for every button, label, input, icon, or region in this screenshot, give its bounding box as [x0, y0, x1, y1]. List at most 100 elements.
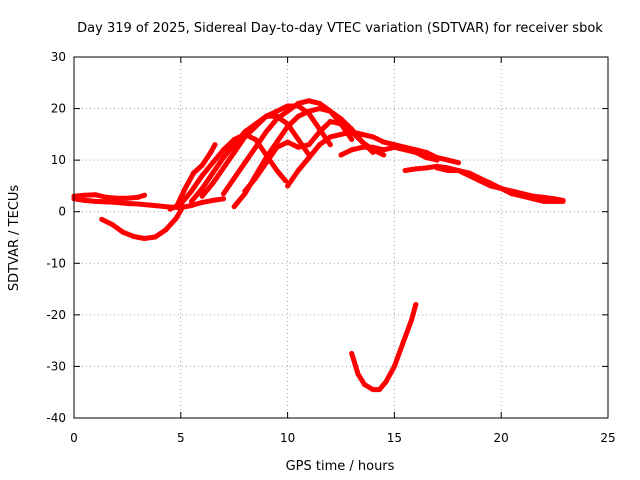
data-point [82, 197, 88, 203]
data-point [178, 201, 184, 207]
data-point [210, 160, 216, 166]
data-point [445, 157, 451, 163]
data-point [317, 142, 323, 148]
data-point [285, 108, 291, 114]
data-point [242, 134, 248, 140]
data-point [263, 160, 269, 166]
data-point [509, 191, 515, 197]
data-point [338, 152, 344, 158]
data-point [274, 144, 280, 150]
data-point [456, 160, 461, 166]
data-point [274, 139, 280, 145]
data-point [295, 137, 301, 142]
y-tick-label: -30 [46, 359, 66, 373]
data-point [210, 180, 216, 186]
data-point [199, 199, 205, 205]
data-point [199, 193, 205, 199]
data-point [317, 129, 323, 135]
data-point [212, 142, 218, 148]
data-point [349, 351, 355, 356]
data-point [349, 137, 355, 142]
data-point [274, 108, 280, 114]
data-point [370, 134, 376, 140]
data-point [182, 186, 188, 191]
data-point [295, 168, 301, 173]
axis-ticks [73, 56, 609, 419]
data-point [142, 192, 147, 198]
data-point [434, 157, 440, 163]
data-point [466, 170, 472, 176]
y-tick-label: 20 [51, 102, 66, 116]
data-point [317, 100, 323, 106]
data-point [99, 216, 105, 222]
data-point [306, 108, 312, 114]
data-point [253, 175, 259, 181]
data-point [231, 149, 237, 155]
data-point [530, 196, 536, 202]
x-tick-label: 25 [600, 431, 615, 445]
data-point [400, 340, 406, 346]
plot-frame [73, 56, 609, 419]
x-tick-label: 5 [177, 431, 185, 445]
data-point [295, 113, 301, 119]
data-point [221, 165, 226, 171]
data-point [362, 382, 367, 387]
data-point [434, 165, 440, 171]
series-arc-12 [338, 144, 440, 163]
data-point [210, 170, 216, 176]
data-point [520, 193, 526, 199]
data-point [327, 119, 333, 124]
data-point [423, 165, 429, 171]
data-point [477, 175, 483, 181]
data-point [423, 155, 429, 161]
data-point [124, 195, 130, 201]
data-point [413, 149, 419, 155]
data-point [349, 147, 355, 153]
data-point [146, 202, 152, 208]
data-point [167, 206, 173, 212]
data-point [103, 194, 109, 200]
data-point [253, 144, 259, 150]
data-point [338, 116, 344, 122]
data-point [142, 236, 147, 241]
data-point [285, 183, 291, 189]
data-point [199, 186, 205, 191]
data-point [359, 139, 365, 145]
data-point [103, 199, 109, 205]
data-point [92, 198, 98, 204]
data-point [327, 108, 333, 114]
data-point [295, 100, 301, 106]
data-point [174, 215, 179, 221]
data-point [152, 234, 158, 240]
data-point [409, 317, 414, 323]
data-point [391, 144, 397, 150]
data-point [338, 131, 344, 137]
x-tick-label: 15 [387, 431, 402, 445]
data-point [221, 155, 226, 161]
data-point [189, 198, 194, 204]
data-point [199, 162, 205, 168]
data-point [285, 124, 291, 130]
data-point [274, 168, 280, 173]
data-point [560, 198, 566, 204]
data-point [355, 371, 361, 377]
data-point [274, 116, 280, 122]
data-point [541, 198, 547, 204]
data-point [120, 229, 126, 235]
chart-title: Day 319 of 2025, Sidereal Day-to-day VTE… [77, 21, 603, 36]
data-point [242, 188, 248, 194]
data-point [82, 192, 88, 198]
data-point [376, 387, 382, 393]
data-point [135, 201, 141, 207]
data-point [552, 198, 558, 204]
data-point [263, 129, 269, 135]
data-point [156, 203, 162, 209]
data-point [402, 147, 408, 153]
y-tick-label: -40 [46, 411, 66, 425]
data-point [317, 106, 323, 112]
data-point [221, 147, 226, 153]
data-point [306, 155, 312, 161]
x-tick-label: 20 [494, 431, 509, 445]
data-point [199, 173, 205, 179]
